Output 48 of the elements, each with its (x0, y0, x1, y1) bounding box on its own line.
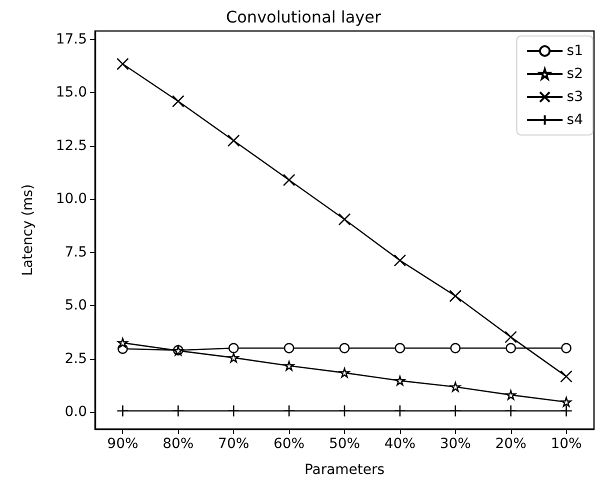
x-tick-label: 90% (107, 436, 138, 452)
point (450, 382, 461, 392)
y-tick-label: 7.5 (64, 244, 87, 260)
point (118, 338, 128, 348)
y-tick-label: 5.0 (64, 298, 87, 314)
point (284, 342, 294, 354)
point (339, 368, 350, 378)
chart-title: Convolutional layer (226, 8, 382, 26)
point (228, 342, 239, 354)
point (561, 397, 572, 407)
x-tick-label: 60% (273, 436, 305, 452)
point (172, 95, 184, 108)
point (561, 342, 572, 354)
point (560, 370, 572, 383)
y-tick-label: 2.5 (64, 350, 87, 367)
point (504, 330, 517, 344)
y-tick-label: 10.0 (56, 191, 87, 208)
point (338, 213, 351, 226)
point (450, 342, 461, 354)
legend-label: s2 (566, 66, 583, 82)
y-axis-title: Latency (ms) (20, 184, 36, 276)
point (506, 390, 516, 400)
point (449, 290, 462, 302)
x-tick-label: 70% (218, 436, 250, 452)
x-axis-title: Parameters (304, 462, 385, 478)
point (116, 58, 129, 70)
x-tick-label: 80% (162, 436, 194, 452)
x-tick-label: 10% (550, 436, 582, 452)
y-tick-label: 15.0 (56, 84, 87, 101)
point (227, 134, 240, 147)
legend-label: s4 (566, 112, 584, 128)
x-tick-label: 30% (440, 436, 471, 452)
x-tick-label: 50% (328, 436, 360, 452)
y-tick-label: 12.5 (56, 138, 87, 154)
point (339, 342, 350, 354)
x-tick-label: 40% (384, 436, 416, 452)
legend-label: s1 (566, 43, 583, 59)
point (394, 254, 406, 267)
point (394, 376, 406, 386)
point (228, 352, 239, 363)
legend-label: s3 (566, 89, 583, 105)
y-tick-label: 0.0 (64, 404, 87, 420)
x-tick-label: 20% (495, 436, 526, 452)
point (282, 174, 296, 186)
point (284, 360, 294, 371)
point (394, 342, 406, 354)
y-tick-label: 17.5 (56, 32, 87, 48)
point (506, 342, 516, 354)
